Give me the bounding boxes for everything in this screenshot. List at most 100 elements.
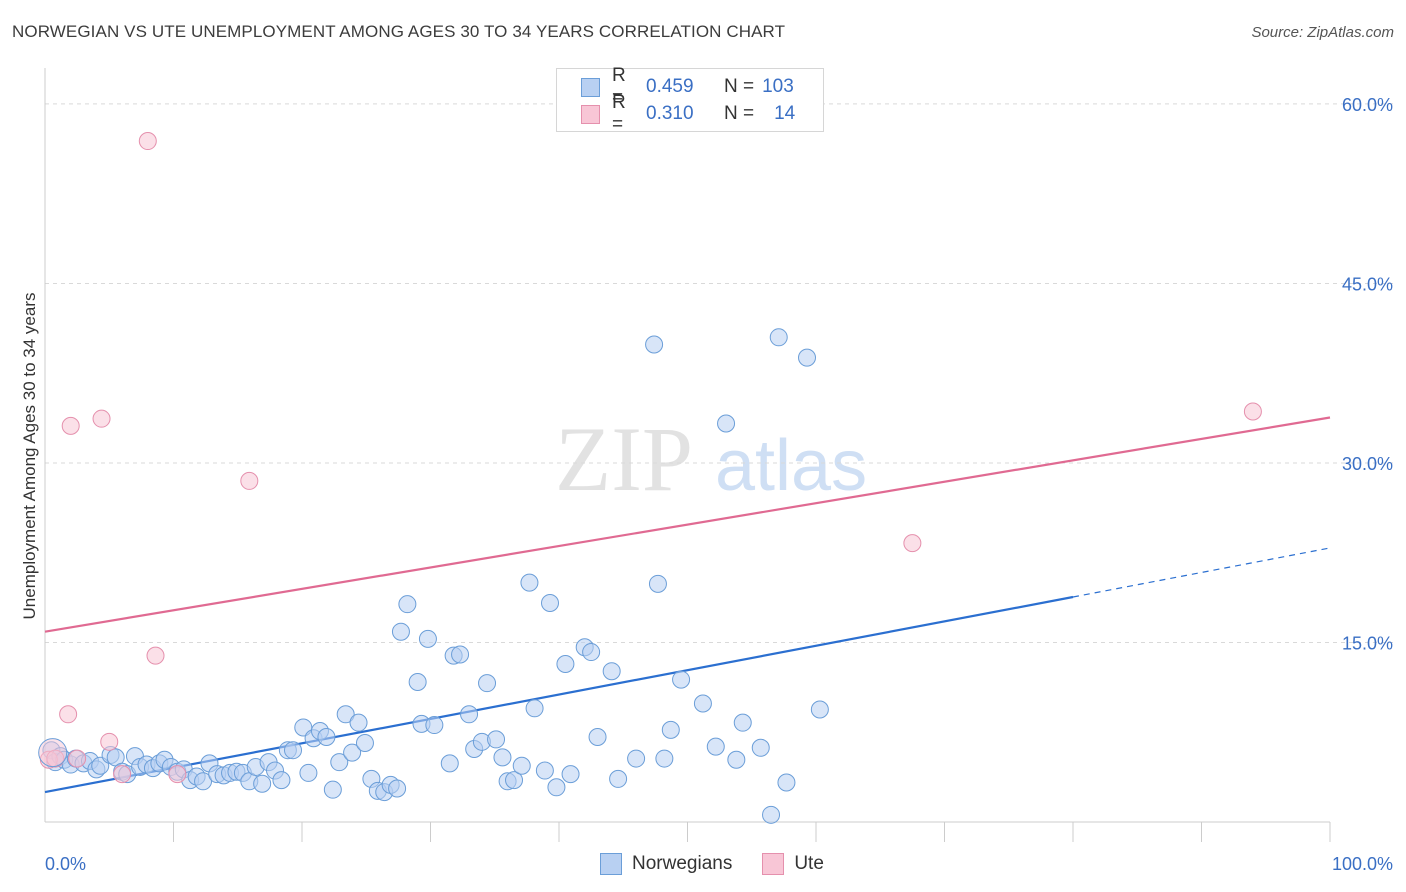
y-tick-label: 30.0%: [1342, 454, 1393, 474]
trend-line-norwegians-projection: [1072, 547, 1331, 598]
legend-item-norwegians: Norwegians: [600, 853, 732, 875]
data-point: [418, 629, 437, 648]
r-value: 0.310: [646, 103, 694, 124]
data-point: [460, 705, 479, 724]
data-point: [451, 645, 470, 664]
correlation-legend: R = 0.459 N = 103 R = 0.310 N = 14: [556, 65, 824, 135]
data-point: [655, 749, 674, 768]
r-label: R =: [612, 92, 626, 135]
axes: [44, 68, 1331, 842]
data-point: [798, 348, 817, 367]
data-point: [762, 805, 781, 824]
data-point: [194, 772, 213, 791]
tick-labels: 15.0% 30.0% 45.0% 60.0% 0.0% 100.0%: [45, 95, 1393, 874]
legend-label-ute: Ute: [794, 853, 824, 874]
zipatlas-watermark: ZIP atlas: [555, 408, 867, 510]
data-point: [330, 753, 349, 772]
data-point: [425, 716, 444, 735]
data-point: [398, 595, 417, 614]
data-point: [751, 738, 770, 757]
data-point: [323, 780, 342, 799]
data-point: [1243, 402, 1262, 421]
data-point: [645, 335, 664, 354]
data-point: [602, 662, 621, 681]
n-label: N =: [724, 76, 755, 97]
data-point: [240, 471, 259, 490]
data-point: [317, 728, 336, 747]
legend-row-norwegians: R = 0.459 N = 103: [581, 65, 794, 108]
legend-item-ute: Ute: [762, 853, 824, 875]
series-norwegians: [42, 328, 829, 824]
x-tick-label: 0.0%: [45, 854, 86, 874]
data-point: [525, 699, 544, 718]
data-point: [168, 765, 187, 784]
r-value: 0.459: [646, 76, 694, 97]
data-point: [391, 622, 410, 641]
data-point: [253, 774, 272, 793]
watermark-atlas: atlas: [715, 426, 867, 506]
n-label: N =: [724, 103, 755, 124]
data-point: [92, 409, 111, 428]
data-point: [59, 705, 78, 724]
data-point: [100, 732, 119, 751]
chart-title: NORWEGIAN VS UTE UNEMPLOYMENT AMONG AGES…: [12, 22, 786, 41]
data-point: [146, 646, 165, 665]
n-value: 103: [762, 76, 794, 97]
y-tick-label: 60.0%: [1342, 95, 1393, 115]
ute-swatch: [581, 104, 600, 124]
data-point: [582, 643, 601, 662]
data-point: [440, 754, 459, 773]
data-point: [717, 414, 736, 433]
x-tick-label: 100.0%: [1332, 854, 1393, 874]
n-value: 14: [774, 103, 796, 124]
trend-line-norwegians: [44, 595, 1074, 794]
data-point: [561, 765, 580, 784]
data-point: [38, 738, 68, 768]
data-point: [408, 672, 427, 691]
y-axis-label: Unemployment Among Ages 30 to 34 years: [20, 293, 39, 620]
data-point: [733, 713, 752, 732]
data-point: [609, 769, 628, 788]
data-point: [349, 713, 368, 732]
data-point: [547, 778, 566, 797]
norwegians-swatch: [600, 853, 622, 875]
norwegians-swatch: [581, 77, 600, 97]
data-point: [113, 765, 132, 784]
watermark-zip: ZIP: [555, 408, 693, 510]
data-point: [672, 670, 691, 689]
data-point: [556, 655, 575, 674]
data-point: [777, 773, 796, 792]
data-point: [355, 734, 374, 753]
r-label: R =: [612, 65, 626, 108]
series-legend: Norwegians Ute: [600, 852, 854, 876]
data-point: [336, 705, 355, 724]
data-point: [493, 748, 512, 767]
data-point: [388, 779, 407, 798]
data-point: [810, 700, 829, 719]
data-point: [661, 720, 680, 739]
y-tick-label: 15.0%: [1342, 633, 1393, 653]
data-point: [727, 750, 746, 769]
legend-row-ute: R = 0.310 N = 14: [581, 92, 796, 135]
data-point: [343, 743, 362, 762]
data-point: [299, 763, 318, 782]
data-point: [505, 771, 524, 790]
grid-lines: [45, 103, 1395, 643]
data-point: [903, 534, 922, 553]
data-point: [68, 749, 87, 768]
data-point: [284, 741, 303, 760]
data-point: [478, 674, 497, 693]
data-point: [512, 756, 531, 775]
source-label: Source: ZipAtlas.com: [1251, 24, 1394, 41]
y-tick-label: 45.0%: [1342, 274, 1393, 294]
data-point: [535, 761, 554, 780]
data-point: [627, 749, 646, 768]
data-point: [487, 730, 506, 749]
data-point: [588, 728, 607, 747]
data-point: [272, 771, 291, 790]
data-point: [693, 694, 712, 713]
data-points: [38, 132, 1262, 824]
legend-label-norwegians: Norwegians: [632, 853, 733, 874]
data-point: [541, 593, 560, 612]
